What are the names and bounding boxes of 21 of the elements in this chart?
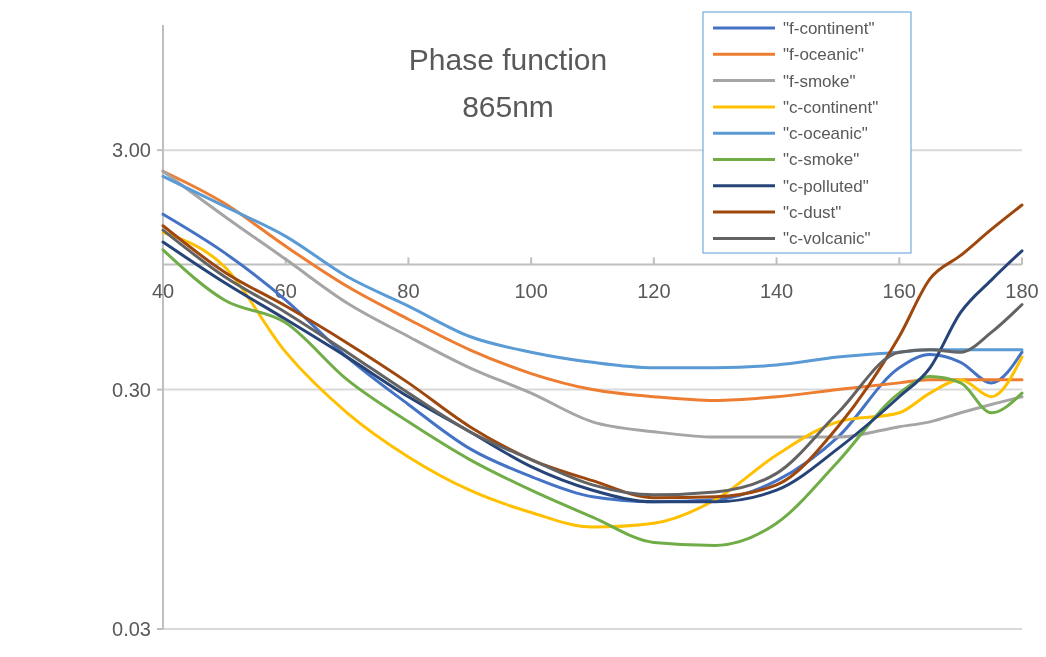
legend-label: "c-smoke" [783, 150, 860, 170]
x-tick-label: 120 [637, 280, 671, 303]
legend-label: "c-dust" [783, 203, 842, 223]
y-tick-label: 0.03 [112, 618, 151, 640]
x-tick-label: 80 [397, 280, 420, 303]
x-tick-label: 40 [151, 280, 175, 303]
x-tick-label: 100 [514, 280, 548, 303]
legend-label: "f-oceanic" [783, 45, 865, 65]
text: Phase function [408, 43, 608, 76]
legend-label: "f-continent" [783, 18, 875, 38]
legend-label: "c-polluted" [783, 176, 869, 196]
y-tick-label: 0.30 [112, 378, 151, 401]
legend-label: "f-smoke" [783, 71, 856, 91]
x-tick-label: 180 [1005, 280, 1039, 303]
x-tick-label: 140 [759, 280, 794, 303]
text: 865nm [462, 90, 554, 123]
x-tick-label: 160 [882, 280, 916, 303]
legend-label: "c-volcanic" [783, 229, 871, 249]
y-tick-label: 3.00 [112, 139, 151, 162]
legend-label: "c-continent" [783, 97, 879, 117]
legend-label: "c-oceanic" [783, 124, 868, 144]
